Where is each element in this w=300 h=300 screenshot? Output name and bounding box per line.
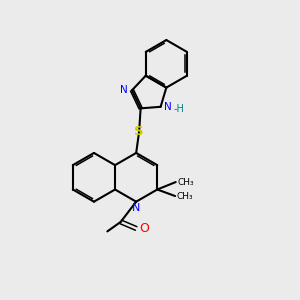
Text: CH₃: CH₃: [178, 178, 194, 187]
Text: N: N: [132, 203, 140, 213]
Text: N: N: [164, 102, 172, 112]
Text: N: N: [120, 85, 128, 95]
Text: -H: -H: [173, 104, 184, 114]
Text: S: S: [134, 125, 144, 138]
Text: O: O: [139, 222, 149, 235]
Text: CH₃: CH₃: [177, 191, 194, 200]
